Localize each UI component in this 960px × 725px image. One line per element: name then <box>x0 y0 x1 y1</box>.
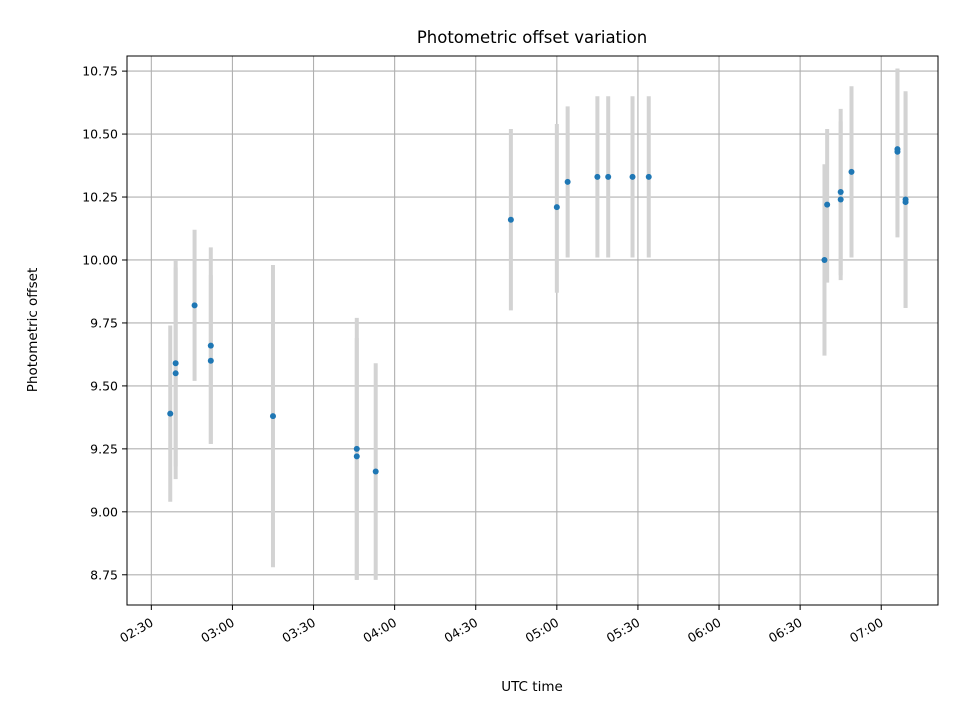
y-tick-label: 9.75 <box>90 315 118 330</box>
y-tick-label: 10.50 <box>82 127 118 142</box>
data-point <box>894 146 901 153</box>
y-tick-label: 9.00 <box>90 504 118 519</box>
data-point <box>167 410 174 417</box>
chart-title: Photometric offset variation <box>417 28 647 47</box>
data-point <box>207 357 214 364</box>
data-point <box>594 173 601 180</box>
y-tick-label: 10.25 <box>82 190 118 205</box>
y-tick-label: 10.00 <box>82 252 118 267</box>
data-point <box>824 201 831 208</box>
data-point <box>353 445 360 452</box>
data-point <box>821 256 828 263</box>
data-point <box>269 413 276 420</box>
data-point <box>902 196 909 203</box>
data-point <box>507 216 514 223</box>
x-axis-label: UTC time <box>501 679 563 695</box>
data-point <box>207 342 214 349</box>
data-points <box>167 146 909 475</box>
data-point <box>372 468 379 475</box>
data-point <box>553 204 560 211</box>
data-point <box>564 178 571 185</box>
data-point <box>645 173 652 180</box>
data-point <box>172 370 179 377</box>
y-tick-label: 10.75 <box>82 64 118 79</box>
data-point <box>191 302 198 309</box>
data-point <box>629 173 636 180</box>
y-tick-label: 8.75 <box>90 567 118 582</box>
y-axis-label: Photometric offset <box>25 268 41 392</box>
data-point <box>848 168 855 175</box>
y-tick-label: 9.50 <box>90 378 118 393</box>
data-point <box>353 453 360 460</box>
data-point <box>172 360 179 367</box>
data-point <box>837 196 844 203</box>
data-point <box>837 188 844 195</box>
plot-frame <box>126 55 939 606</box>
y-axis-ticks: 8.75 9.00 9.25 9.50 9.75 10.00 10.25 10.50 10.75 <box>82 64 127 582</box>
data-point <box>605 173 612 180</box>
y-tick-label: 9.25 <box>90 441 118 456</box>
